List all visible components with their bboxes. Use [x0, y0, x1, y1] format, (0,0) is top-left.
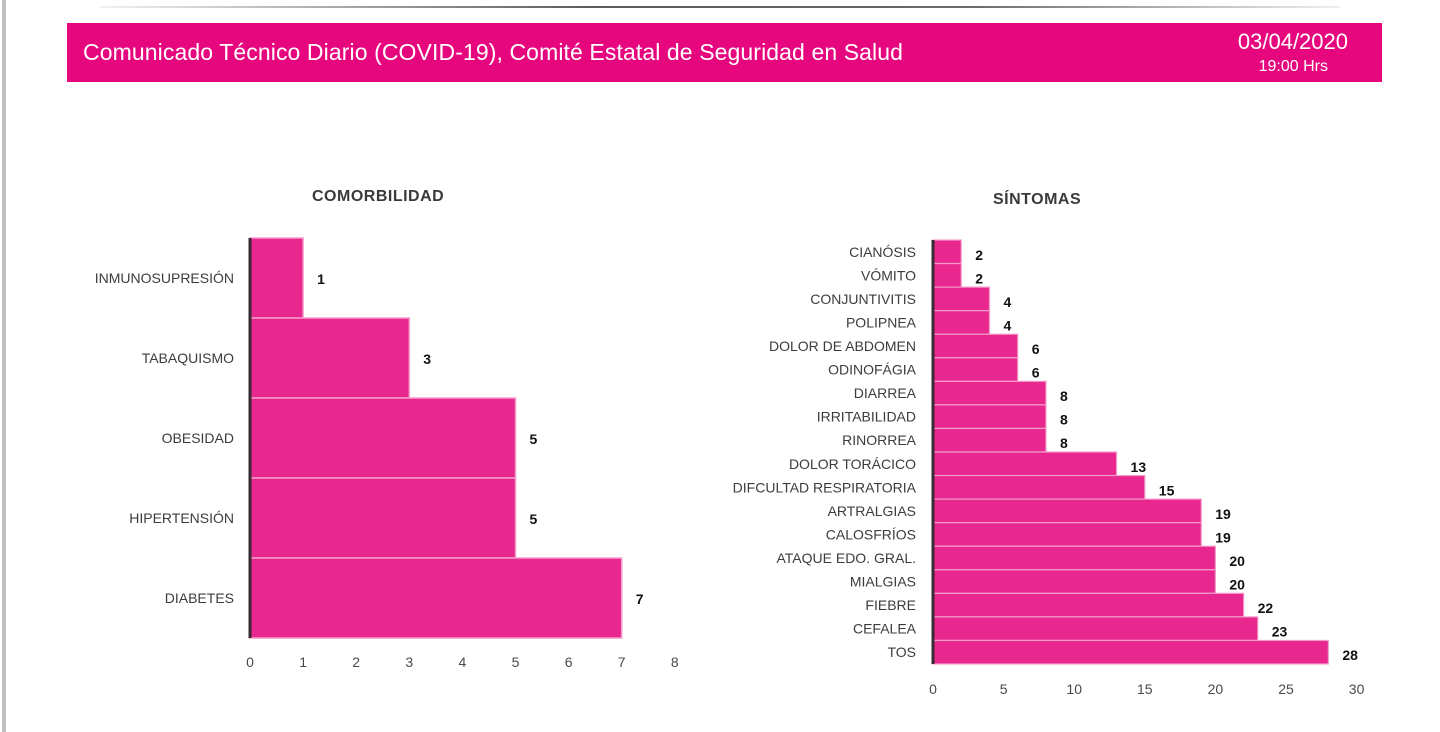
category-label: CALOSFRÍOS [826, 526, 916, 542]
bar [932, 239, 962, 265]
data-label: 7 [636, 591, 644, 607]
symptoms-chart-title: SÍNTOMAS [993, 191, 1082, 208]
category-label: FIEBRE [865, 597, 916, 613]
category-label: CIANÓSIS [849, 244, 916, 260]
bar [249, 557, 623, 639]
x-tick-label: 30 [1349, 681, 1365, 697]
x-tick-label: 10 [1066, 681, 1082, 697]
data-label: 5 [530, 511, 538, 527]
category-label: RINORREA [842, 432, 917, 448]
bar [932, 498, 1202, 524]
bar [932, 569, 1216, 594]
bar [932, 310, 991, 335]
bar [932, 404, 1047, 430]
data-label: 5 [530, 431, 538, 447]
data-label: 8 [1060, 435, 1068, 451]
report-time: 19:00 Hrs [1258, 58, 1328, 75]
category-label: DIABETES [165, 590, 234, 606]
x-tick-label: 25 [1278, 681, 1294, 697]
x-tick-label: 1 [299, 654, 307, 670]
category-label: HIPERTENSIÓN [129, 510, 234, 526]
x-tick-label: 2 [352, 654, 360, 670]
data-label: 20 [1229, 553, 1245, 569]
data-label: 19 [1215, 529, 1231, 545]
bar [932, 592, 1245, 618]
bar [932, 639, 1329, 665]
x-tick-label: 6 [565, 654, 573, 670]
bar [249, 317, 411, 399]
comorbidity-chart-title: COMORBILIDAD [312, 188, 445, 205]
bar [932, 427, 1047, 453]
data-label: 4 [1003, 317, 1011, 333]
bar [932, 333, 1019, 359]
data-label: 3 [423, 351, 431, 367]
page-left-border [2, 0, 6, 732]
bar [932, 522, 1202, 547]
category-label: DOLOR DE ABDOMEN [769, 338, 916, 354]
x-tick-label: 3 [405, 654, 413, 670]
category-label: TOS [887, 644, 916, 660]
data-label: 2 [975, 270, 983, 286]
category-label: CONJUNTIVITIS [810, 291, 916, 307]
category-label: MIALGIAS [850, 574, 916, 590]
data-label: 8 [1060, 388, 1068, 404]
bar [932, 286, 991, 312]
report-date: 03/04/2020 [1237, 29, 1348, 54]
category-label: IRRITABILIDAD [817, 409, 916, 425]
x-tick-label: 7 [618, 654, 626, 670]
bar [932, 451, 1118, 477]
bar [249, 237, 304, 319]
bar [932, 262, 962, 288]
x-tick-label: 20 [1208, 681, 1224, 697]
data-label: 19 [1215, 506, 1231, 522]
x-tick-label: 0 [246, 654, 254, 670]
category-label: ARTRALGIAS [828, 503, 916, 519]
x-tick-label: 15 [1137, 681, 1153, 697]
data-label: 20 [1229, 577, 1245, 593]
report-title: Comunicado Técnico Diario (COVID-19), Co… [83, 39, 904, 65]
data-label: 22 [1258, 600, 1274, 616]
x-tick-label: 0 [929, 681, 937, 697]
x-tick-label: 8 [671, 654, 679, 670]
data-label: 4 [1003, 294, 1011, 310]
top-divider [100, 6, 1340, 8]
category-label: ODINOFÁGIA [828, 362, 917, 378]
category-label: CEFALEA [853, 621, 917, 637]
data-label: 8 [1060, 412, 1068, 428]
bar [932, 357, 1019, 382]
bar [932, 616, 1259, 642]
x-tick-label: 5 [1000, 681, 1008, 697]
bar [932, 474, 1146, 500]
data-label: 1 [317, 271, 325, 287]
bar [932, 545, 1216, 571]
data-label: 13 [1131, 459, 1147, 475]
category-label: POLIPNEA [846, 314, 917, 330]
header-banner: Comunicado Técnico Diario (COVID-19), Co… [67, 23, 1382, 82]
x-tick-label: 5 [512, 654, 520, 670]
data-label: 15 [1159, 482, 1175, 498]
category-label: VÓMITO [861, 267, 916, 283]
category-label: ATAQUE EDO. GRAL. [776, 550, 916, 566]
category-label: TABAQUISMO [142, 350, 234, 366]
data-label: 23 [1272, 624, 1288, 640]
data-label: 6 [1032, 365, 1040, 381]
category-label: OBESIDAD [162, 430, 234, 446]
category-label: DIARREA [854, 385, 917, 401]
data-label: 28 [1342, 647, 1358, 663]
bar [932, 380, 1047, 406]
category-label: DOLOR TORÁCICO [789, 456, 916, 472]
data-label: 6 [1032, 341, 1040, 357]
category-label: DIFCULTAD RESPIRATORIA [733, 479, 917, 495]
x-tick-label: 4 [459, 654, 467, 670]
data-label: 2 [975, 247, 983, 263]
category-label: INMUNOSUPRESIÓN [95, 270, 234, 286]
